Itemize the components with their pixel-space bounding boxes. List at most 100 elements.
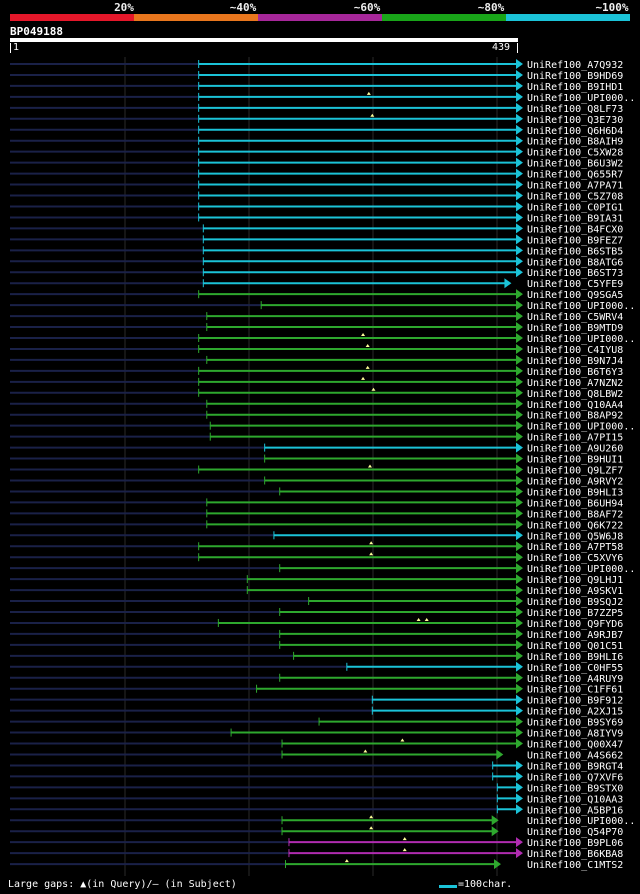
hit-arrow xyxy=(516,256,523,267)
hit-label: UniRef100_A7PA71 xyxy=(527,181,623,192)
hit-label: UniRef100_Q7XVF6 xyxy=(527,772,623,783)
hit-label: UniRef100_Q655R7 xyxy=(527,170,623,181)
gap-marker xyxy=(369,552,374,556)
hit-label: UniRef100_Q01C51 xyxy=(527,641,623,652)
hit-label: UniRef100_C5WRV4 xyxy=(527,312,623,323)
hit-label: UniRef100_B6U3W2 xyxy=(527,159,623,170)
hit-arrow xyxy=(516,694,523,705)
hit-label: UniRef100_Q9FYD6 xyxy=(527,619,623,630)
hit-label: UniRef100_C1MTS2 xyxy=(527,860,623,871)
hit-arrow xyxy=(496,749,504,760)
hit-arrow xyxy=(516,234,523,245)
hit-arrow xyxy=(516,607,523,617)
scale-label-60: ~60% xyxy=(353,1,381,14)
hit-label: UniRef100_UPI000.. xyxy=(527,93,635,104)
hit-arrow xyxy=(516,409,523,420)
hit-arrow xyxy=(516,300,523,311)
hit-label: UniRef100_B9IA31 xyxy=(527,213,623,224)
hit-label: UniRef100_A9SKV1 xyxy=(527,586,623,597)
hit-arrow xyxy=(516,365,523,376)
hit-label: UniRef100_A8IYV9 xyxy=(527,729,623,740)
hit-label: UniRef100_B8AP92 xyxy=(527,411,623,422)
hit-label: UniRef100_Q9LZF7 xyxy=(527,466,623,477)
gap-marker xyxy=(370,113,375,117)
hit-arrow xyxy=(516,771,523,782)
hit-arrow xyxy=(516,69,523,80)
hit-arrow xyxy=(516,497,523,508)
hit-arrow xyxy=(516,146,523,157)
hit-arrow xyxy=(516,59,523,69)
hit-arrow xyxy=(516,354,523,365)
hit-arrow xyxy=(516,431,523,442)
hit-arrow xyxy=(504,278,512,289)
hit-label: UniRef100_C0PIG1 xyxy=(527,202,623,213)
hit-arrow xyxy=(516,157,523,168)
hit-arrow xyxy=(516,782,523,793)
scale-segment-100 xyxy=(506,14,630,21)
hit-arrow xyxy=(516,113,523,124)
hit-label: UniRef100_Q8LBW2 xyxy=(527,389,623,400)
gap-marker xyxy=(400,738,405,742)
scale-segment-20 xyxy=(10,14,134,21)
hit-label: UniRef100_B8AIH9 xyxy=(527,137,623,148)
hit-label: UniRef100_C5XW28 xyxy=(527,148,623,159)
hit-label: UniRef100_C5Z708 xyxy=(527,192,623,203)
hit-arrow xyxy=(516,716,523,727)
hit-label: UniRef100_C0HF55 xyxy=(527,663,623,674)
hit-arrow xyxy=(516,311,523,322)
hit-arrow xyxy=(516,322,523,333)
scale-legend-text: =100char. xyxy=(458,879,513,890)
query-end-label: 439 xyxy=(492,42,511,53)
hit-arrow xyxy=(516,508,523,519)
query-name: BP049188 xyxy=(10,25,63,38)
hit-arrow xyxy=(516,464,523,475)
hit-label: UniRef100_Q5W6J8 xyxy=(527,531,623,542)
hit-arrow xyxy=(516,837,523,848)
hit-arrow xyxy=(516,343,523,354)
hit-arrow xyxy=(491,815,499,826)
hit-label: UniRef100_B6UH94 xyxy=(527,498,623,509)
gap-marker xyxy=(402,848,407,852)
hit-arrow xyxy=(516,519,523,530)
hit-label: UniRef100_B6ST73 xyxy=(527,268,623,279)
gap-marker xyxy=(369,826,374,830)
hit-label: UniRef100_Q10AA4 xyxy=(527,400,623,411)
hit-label: UniRef100_B7ZZP5 xyxy=(527,608,623,619)
scale-segment-60 xyxy=(258,14,382,21)
hit-label: UniRef100_A7Q932 xyxy=(527,60,623,71)
hit-arrow xyxy=(516,661,523,672)
hit-arrow xyxy=(516,442,523,453)
hit-label: UniRef100_B9HUI1 xyxy=(527,455,623,466)
hit-arrow xyxy=(516,179,523,190)
hit-label: UniRef100_B8ATG6 xyxy=(527,257,623,268)
hit-label: UniRef100_Q6H6D4 xyxy=(527,126,623,137)
query-end-tick xyxy=(517,43,518,53)
hit-arrow xyxy=(516,201,523,212)
hit-label: UniRef100_B9MTD9 xyxy=(527,323,623,334)
hit-label: UniRef100_A4S662 xyxy=(527,750,623,761)
hit-arrow xyxy=(516,376,523,387)
hit-arrow xyxy=(516,672,523,683)
hit-label: UniRef100_UPI000.. xyxy=(527,301,635,312)
hit-label: UniRef100_A7NZN2 xyxy=(527,378,623,389)
hit-label: UniRef100_B6STB5 xyxy=(527,246,623,257)
gap-marker xyxy=(369,815,374,819)
scale-label-20: 20% xyxy=(114,1,134,14)
hit-label: UniRef100_B9SY69 xyxy=(527,718,623,729)
hit-label: UniRef100_Q9LHJ1 xyxy=(527,575,623,586)
hit-label: UniRef100_UPI000.. xyxy=(527,334,635,345)
hit-label: UniRef100_B9HLI6 xyxy=(527,652,623,663)
hit-label: UniRef100_C5XVY6 xyxy=(527,553,623,564)
query-bar xyxy=(10,38,518,42)
hit-arrow xyxy=(516,639,523,650)
hit-label: UniRef100_B9RGT4 xyxy=(527,761,623,772)
hit-arrow xyxy=(516,530,523,541)
gap-marker xyxy=(367,464,372,468)
hit-arrow xyxy=(516,223,523,234)
hit-label: UniRef100_A7PI15 xyxy=(527,433,623,444)
hit-arrow xyxy=(516,267,523,278)
hit-arrow xyxy=(516,124,523,135)
hit-label: UniRef100_A4RUY9 xyxy=(527,674,623,685)
scale-segment-80 xyxy=(382,14,506,21)
